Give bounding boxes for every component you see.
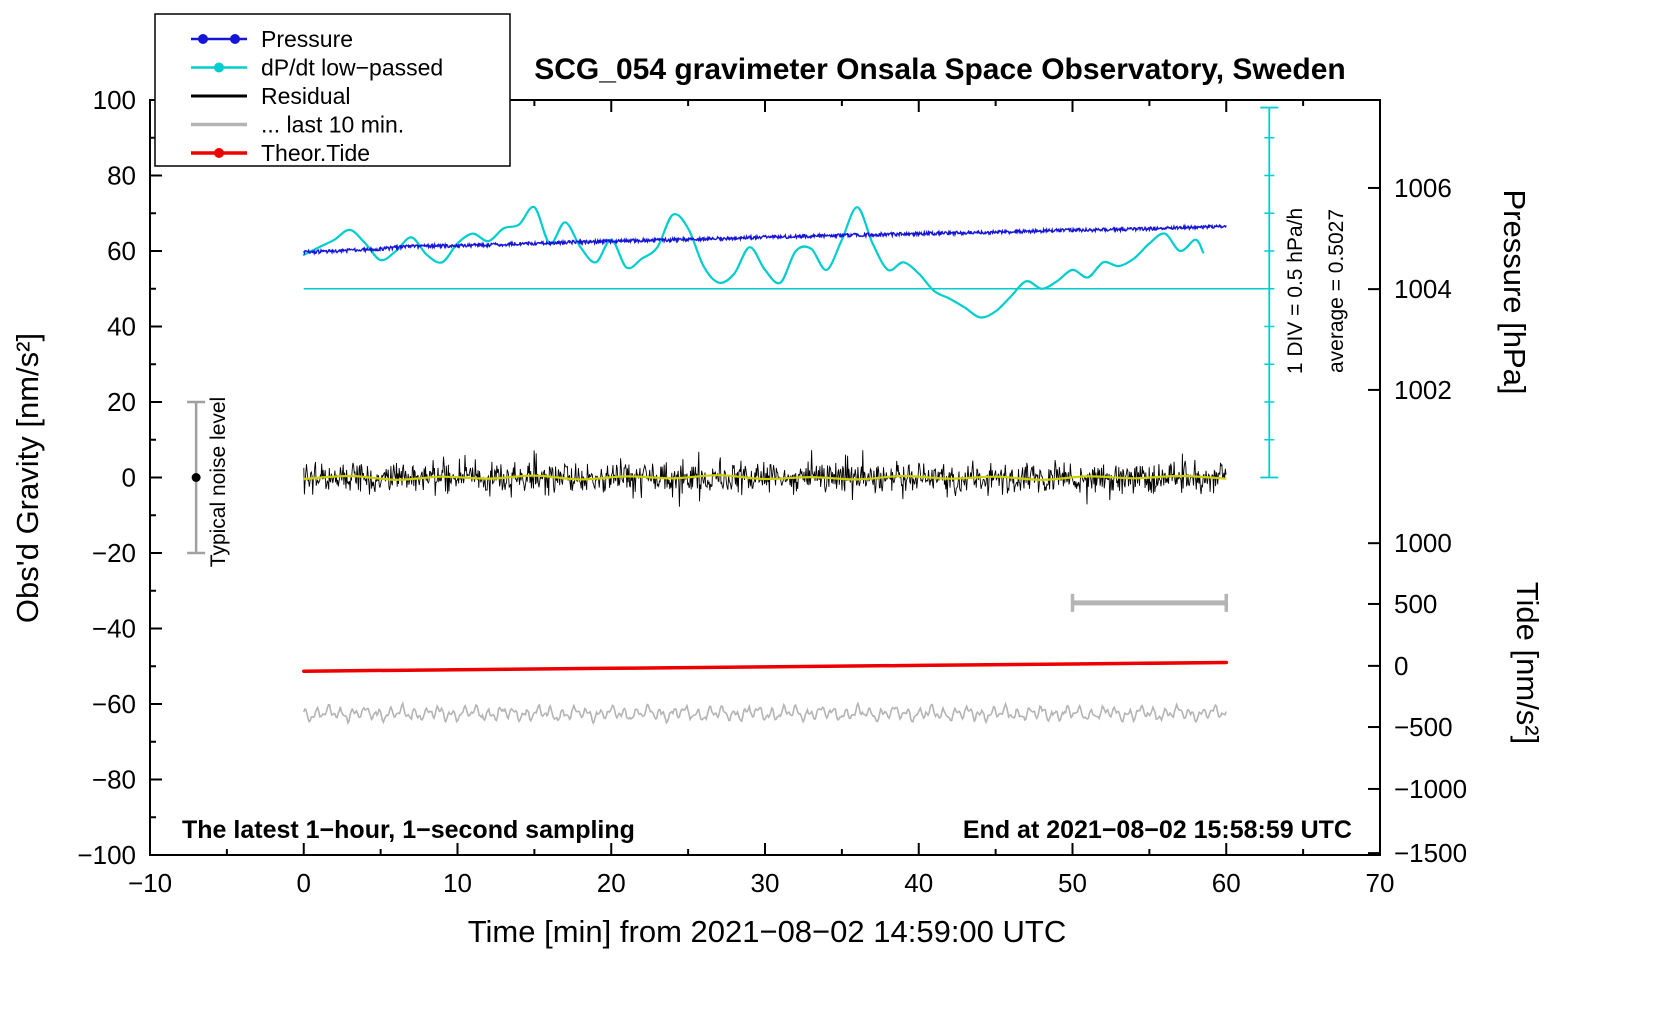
legend: Pressure dP/dt low−passed Residual ... l… bbox=[154, 13, 511, 167]
legend-dot-pressure bbox=[198, 34, 208, 44]
tide-tick-label: 500 bbox=[1394, 589, 1437, 619]
legend-label-last10: ... last 10 min. bbox=[261, 112, 404, 138]
y-tick-label: −20 bbox=[92, 538, 136, 568]
pressure-tick-label: 1004 bbox=[1394, 274, 1452, 304]
legend-item-last10: ... last 10 min. bbox=[191, 112, 404, 138]
residual-lowpass-series bbox=[303, 474, 1227, 481]
legend-label-theor-tide: Theor.Tide bbox=[261, 140, 370, 166]
x-tick-label: −10 bbox=[128, 868, 172, 898]
y-tick-label: 0 bbox=[122, 463, 136, 493]
y-tick-label: −40 bbox=[92, 614, 136, 644]
theor-tide-series bbox=[302, 660, 1229, 673]
noise-level-dot bbox=[191, 473, 201, 482]
legend-dot-pressure bbox=[230, 34, 240, 44]
x-tick-label: 10 bbox=[443, 868, 472, 898]
tide-axis-label: Tide [nm/s²] bbox=[1510, 582, 1545, 745]
dpdt-series bbox=[302, 205, 1205, 319]
x-tick-label: 0 bbox=[297, 868, 311, 898]
tide-tick-label: 0 bbox=[1394, 651, 1408, 681]
tide-tick-label: −500 bbox=[1394, 712, 1453, 742]
y-left-axis-label: Obs'd Gravity [nm/s²] bbox=[10, 333, 45, 623]
pressure-tick-label: 1002 bbox=[1394, 375, 1452, 405]
legend-dot-dpdt bbox=[214, 62, 224, 73]
plot-frame bbox=[149, 99, 1381, 856]
legend-item-pressure: Pressure bbox=[191, 26, 353, 52]
tide-tick-label: 1000 bbox=[1394, 528, 1452, 558]
legend-label-dpdt: dP/dt low−passed bbox=[261, 55, 443, 81]
legend-item-dpdt: dP/dt low−passed bbox=[191, 55, 443, 81]
average-label: average = 0.5027 bbox=[1325, 209, 1348, 373]
plot-generated-layer: −10 0 10 20 30 40 50 60 70100806040200−20−40−60−… bbox=[77, 85, 1467, 898]
x-tick-label: 40 bbox=[904, 868, 933, 898]
pressure-axis-label: Pressure [hPa] bbox=[1497, 189, 1532, 394]
end-time-note: End at 2021−08−02 15:58:59 UTC bbox=[963, 816, 1352, 844]
x-tick-label: 70 bbox=[1366, 868, 1395, 898]
x-tick-label: 50 bbox=[1058, 868, 1087, 898]
legend-item-theor-tide: Theor.Tide bbox=[191, 140, 370, 166]
y-tick-label: 40 bbox=[107, 312, 136, 342]
legend-label-pressure: Pressure bbox=[261, 26, 353, 52]
y-tick-label: 80 bbox=[107, 161, 136, 191]
tide-tick-label: −1000 bbox=[1394, 774, 1467, 804]
legend-label-residual: Residual bbox=[261, 83, 351, 109]
legend-item-residual: Residual bbox=[191, 83, 351, 109]
last10-series bbox=[303, 701, 1227, 726]
x-axis-label: Time [min] from 2021−08−02 14:59:00 UTC bbox=[468, 914, 1067, 949]
y-tick-label: −80 bbox=[92, 765, 136, 795]
legend-dot-theor-tide bbox=[214, 148, 224, 158]
pressure-series bbox=[303, 223, 1227, 256]
pressure-tick-label: 1006 bbox=[1394, 173, 1452, 203]
tide-tick-label: −1500 bbox=[1394, 838, 1467, 868]
y-tick-label: −60 bbox=[92, 689, 136, 719]
typical-noise-level-label: Typical noise level bbox=[207, 397, 230, 567]
sampling-note: The latest 1−hour, 1−second sampling bbox=[182, 816, 635, 844]
y-tick-label: 20 bbox=[107, 387, 136, 417]
y-tick-label: 60 bbox=[107, 236, 136, 266]
x-tick-label: 20 bbox=[597, 868, 626, 898]
y-tick-label: 100 bbox=[93, 85, 136, 115]
y-tick-label: −100 bbox=[77, 840, 136, 870]
x-tick-label: 30 bbox=[751, 868, 780, 898]
chart-title: SCG_054 gravimeter Onsala Space Observat… bbox=[534, 53, 1346, 86]
x-tick-label: 60 bbox=[1212, 868, 1241, 898]
div-scale-label: 1 DIV = 0.5 hPa/h bbox=[1284, 208, 1307, 374]
